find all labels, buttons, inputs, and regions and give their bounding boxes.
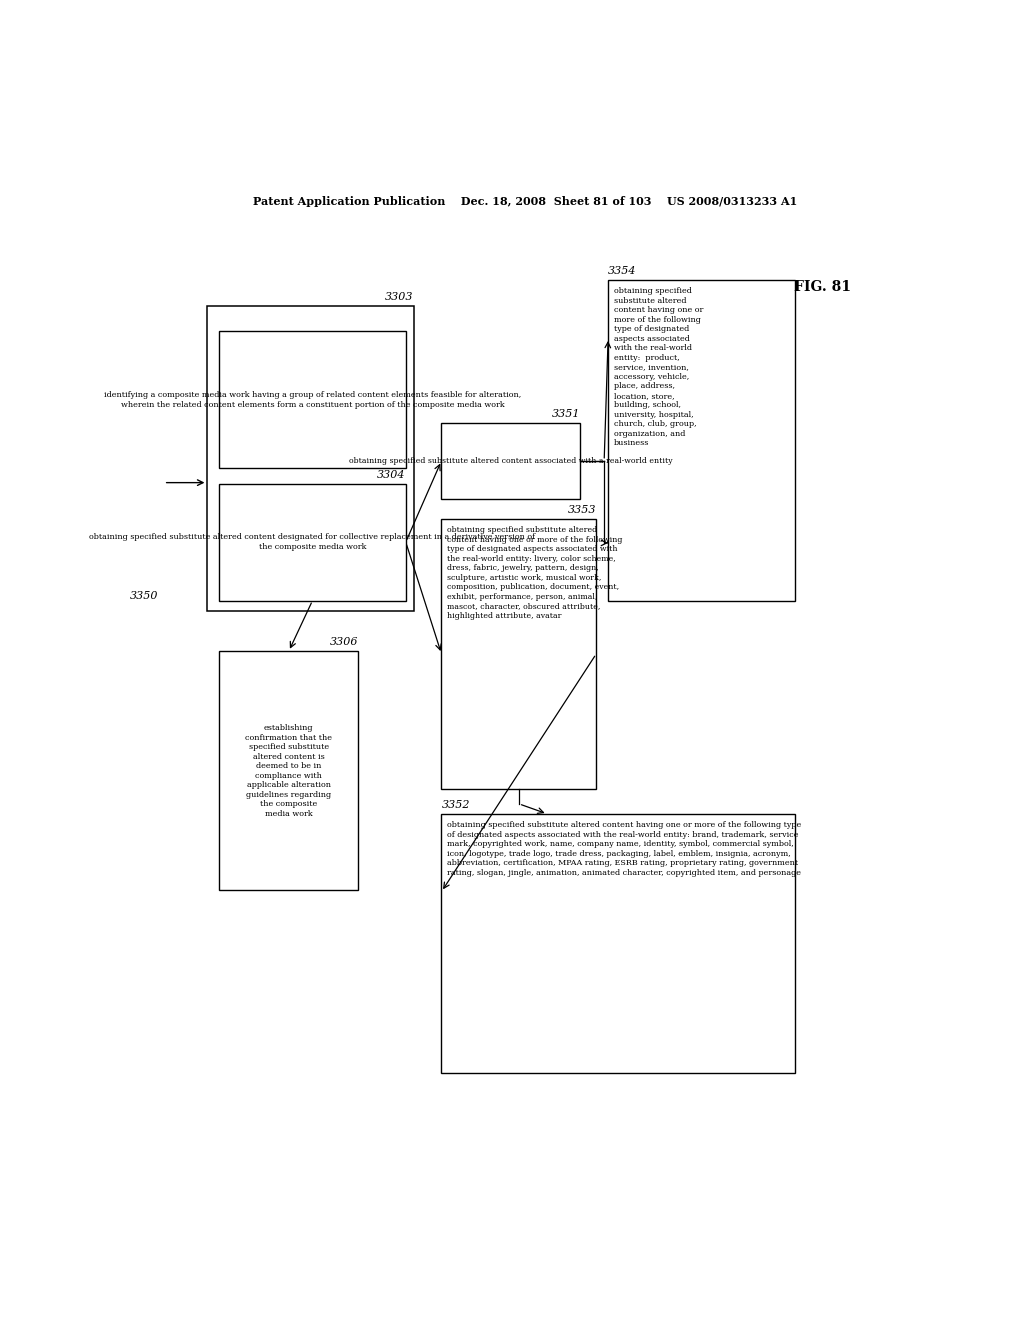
Text: 3351: 3351 [552, 409, 581, 418]
Text: obtaining specified
substitute altered
content having one or
more of the followi: obtaining specified substitute altered c… [613, 288, 703, 447]
Text: obtaining specified substitute altered content associated with a real-world enti: obtaining specified substitute altered c… [349, 457, 673, 465]
Text: 3350: 3350 [130, 590, 158, 601]
Text: obtaining specified substitute altered
content having one or more of the followi: obtaining specified substitute altered c… [447, 527, 623, 620]
Text: 3352: 3352 [441, 800, 470, 810]
Text: establishing
confirmation that the
specified substitute
altered content is
deeme: establishing confirmation that the speci… [245, 725, 332, 817]
Text: 3303: 3303 [385, 292, 414, 302]
Text: Patent Application Publication    Dec. 18, 2008  Sheet 81 of 103    US 2008/0313: Patent Application Publication Dec. 18, … [253, 195, 797, 207]
Bar [441, 422, 581, 499]
Bar [608, 280, 795, 601]
Text: identifying a composite media work having a group of related content elements fe: identifying a composite media work havin… [103, 391, 521, 409]
Text: obtaining specified substitute altered content designated for collective replace: obtaining specified substitute altered c… [89, 533, 536, 550]
Bar [207, 306, 414, 611]
Text: 3304: 3304 [377, 470, 406, 479]
Text: 3306: 3306 [330, 638, 358, 647]
Bar [441, 519, 596, 788]
Text: FIG. 81: FIG. 81 [794, 280, 851, 294]
Bar [219, 483, 406, 601]
Text: 3354: 3354 [608, 267, 637, 276]
Text: 3353: 3353 [567, 506, 596, 515]
Text: obtaining specified substitute altered content having one or more of the followi: obtaining specified substitute altered c… [447, 821, 801, 876]
Bar [219, 331, 406, 469]
Bar [441, 814, 795, 1073]
Bar [219, 651, 358, 890]
